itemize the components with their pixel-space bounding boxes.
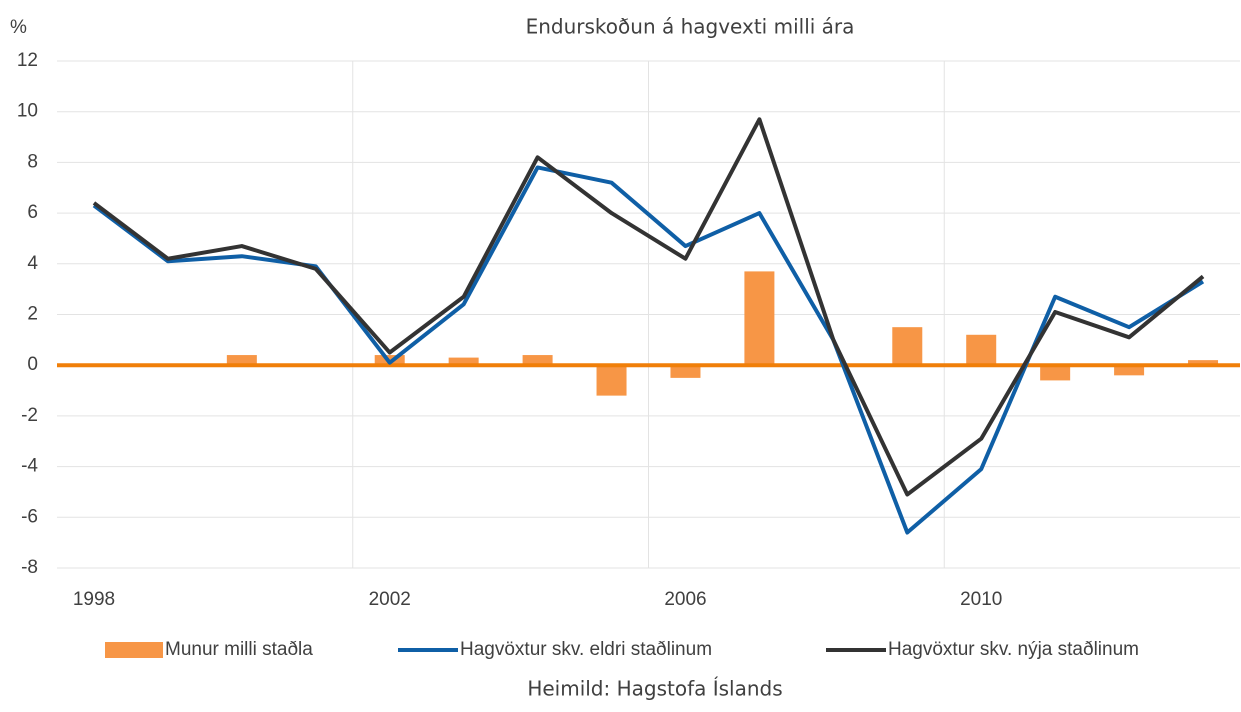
y-tick-label: 0 — [27, 354, 38, 375]
x-tick-label: 2010 — [960, 589, 1002, 610]
legend-label: Hagvöxtur skv. eldri staðlinum — [460, 639, 712, 660]
legend-label: Hagvöxtur skv. nýja staðlinum — [888, 639, 1139, 660]
y-tick-label: -4 — [21, 456, 38, 477]
y-unit: % — [10, 17, 27, 38]
y-tick-label: 10 — [17, 101, 38, 122]
bar — [670, 365, 701, 378]
bar — [966, 334, 997, 366]
legend-label: Munur milli staðla — [165, 639, 313, 660]
y-tick-label: 8 — [27, 151, 38, 172]
legend-swatch — [105, 642, 163, 658]
bar — [744, 271, 775, 366]
bar — [892, 327, 923, 366]
x-tick-label: 2002 — [369, 589, 411, 610]
bar — [596, 365, 627, 396]
bar — [522, 355, 553, 366]
bar — [226, 355, 257, 366]
bar — [448, 357, 479, 366]
y-tick-label: -8 — [21, 557, 38, 578]
chart-title: Endurskoðun á hagvexti milli ára — [526, 15, 855, 39]
bar — [1114, 365, 1145, 376]
y-tick-label: 12 — [17, 50, 38, 71]
line — [92, 117, 1205, 497]
bar — [1188, 360, 1219, 366]
source: Heimild: Hagstofa Íslands — [527, 677, 782, 701]
y-tick-label: -2 — [21, 405, 38, 426]
y-tick-label: 4 — [27, 253, 38, 274]
bar — [1040, 365, 1071, 381]
y-tick-label: -6 — [21, 506, 38, 527]
y-tick-label: 6 — [27, 202, 38, 223]
line — [92, 165, 1205, 535]
x-tick-label: 2006 — [664, 589, 706, 610]
y-tick-label: 2 — [27, 304, 38, 325]
x-tick-label: 1998 — [73, 589, 115, 610]
